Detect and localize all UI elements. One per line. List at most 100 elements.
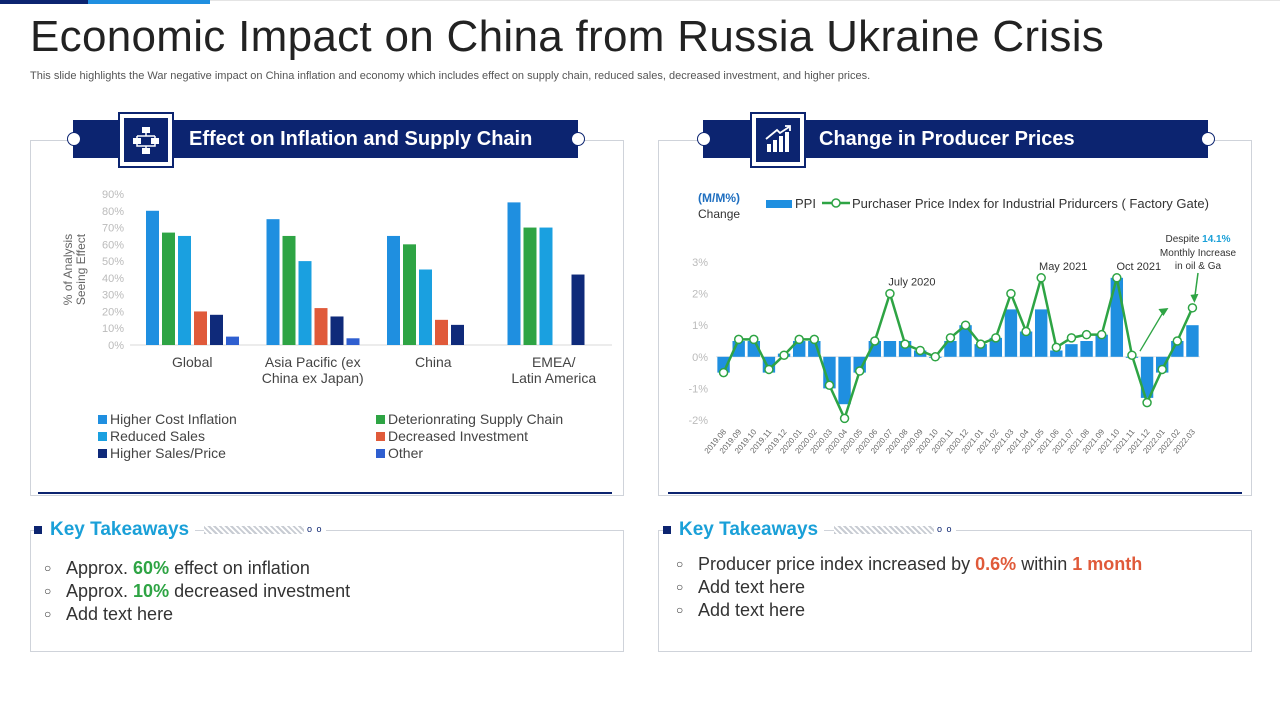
line-point: [749, 334, 759, 345]
right-takeaways-header: Key Takeaways: [663, 519, 825, 541]
callout-text: Despite 14.1%: [1165, 234, 1230, 245]
inflation-icon-box: [118, 112, 174, 168]
legend-swatch: [766, 200, 792, 208]
ppi-bar: [1186, 325, 1199, 357]
peak-annotation: Oct 2021: [1116, 261, 1161, 273]
y-axis-label: Change: [698, 207, 740, 221]
legend-label: Decreased Investment: [388, 428, 528, 444]
line-point: [945, 333, 956, 343]
header-square-icon: [34, 526, 42, 534]
ppi-bar: [1050, 350, 1063, 357]
category-label-line: Latin America: [511, 370, 596, 386]
bar: [146, 210, 159, 345]
callout-line: Despite: [1165, 234, 1202, 245]
y-tick-label: 30%: [102, 290, 124, 302]
category-label-line: Asia Pacific (ex: [265, 354, 361, 370]
category-label: Asia Pacific (ex China ex Japan): [262, 354, 364, 386]
y-tick-label: -2%: [688, 415, 708, 427]
bar: [571, 274, 585, 345]
takeaway-item: Approx. 10% decreased investment: [44, 580, 350, 603]
y-tick-label: 1%: [692, 320, 708, 332]
left-takeaways-list: Approx. 60% effect on inflation Approx. …: [44, 557, 350, 626]
line-point: [900, 339, 910, 349]
bar: [451, 324, 464, 345]
y-axis-label: (M/M%): [698, 191, 740, 205]
y-tick-label: 0%: [692, 352, 708, 364]
line-point: [1112, 273, 1122, 283]
legend-label: Deterionrating Supply Chain: [388, 411, 563, 427]
legend-swatch: [376, 449, 385, 458]
line-point: [915, 345, 925, 356]
bar: [403, 244, 416, 345]
top-accent-bar: [0, 0, 88, 4]
banner-knob: [697, 132, 711, 146]
y-tick-label: 60%: [102, 239, 124, 251]
y-tick-label: 40%: [102, 273, 124, 285]
y-tick-label: 3%: [692, 257, 708, 269]
banner-knob: [67, 132, 81, 146]
y-tick-label: 0%: [108, 340, 124, 352]
y-tick-label: 90%: [102, 189, 124, 201]
line-point: [1172, 336, 1183, 346]
line-point: [779, 350, 789, 360]
bar: [435, 319, 448, 345]
line-point: [809, 334, 820, 345]
bar: [162, 232, 175, 345]
legend-label: Higher Cost Inflation: [110, 411, 237, 427]
line-point: [1036, 273, 1046, 283]
y-axis-label: % of AnalysisSeeing Effect: [61, 233, 88, 305]
legend-swatch: [376, 415, 385, 424]
top-divider: [210, 0, 1280, 1]
takeaways-title: Key Takeaways: [50, 519, 190, 540]
takeaway-item: Approx. 60% effect on inflation: [44, 557, 350, 580]
line-point: [930, 352, 941, 362]
flowchart-icon: [133, 127, 159, 154]
legend-marker: [831, 198, 841, 208]
bar: [346, 338, 360, 345]
category-label: Global: [172, 354, 212, 370]
bar: [314, 308, 328, 345]
line-point: [1006, 288, 1016, 299]
category-label-line: China ex Japan): [262, 370, 364, 386]
bar-chart-up-icon: [765, 125, 791, 152]
legend-label: Other: [388, 445, 423, 461]
callout-highlight: 14.1%: [1202, 234, 1230, 245]
peak-annotation: May 2021: [1039, 261, 1087, 273]
takeaway-item: Add text here: [676, 599, 1142, 622]
decor-hatch: [834, 526, 934, 534]
decor-dots: o o: [304, 524, 326, 534]
legend-label: Higher Sales/Price: [110, 445, 226, 461]
line-point: [1021, 326, 1031, 337]
decor-dots: o o: [934, 524, 956, 534]
bar: [523, 227, 537, 345]
bar: [266, 219, 280, 345]
ppi-bar: [823, 356, 836, 389]
takeaway-item: Add text here: [44, 603, 350, 626]
bar: [539, 227, 553, 345]
ppi-bar: [838, 356, 851, 405]
line-point: [1051, 342, 1062, 353]
peak-annotation: July 2020: [888, 277, 935, 289]
y-tick-label: 70%: [102, 223, 124, 235]
line-point: [960, 320, 971, 330]
line-point: [839, 413, 850, 424]
bar: [507, 202, 521, 345]
line-point: [1081, 329, 1092, 340]
banner-title: Effect on Inflation and Supply Chain: [189, 127, 533, 150]
y-tick-label: 20%: [102, 306, 124, 318]
line-point: [1187, 303, 1198, 313]
line-point: [794, 334, 804, 345]
line-point: [975, 339, 986, 349]
legend-swatch: [98, 415, 107, 424]
bar: [330, 316, 344, 345]
line-point: [870, 336, 880, 346]
y-tick-label: 10%: [102, 323, 124, 335]
panel-underline: [668, 492, 1242, 494]
bar: [210, 314, 223, 345]
legend-label: PPI: [795, 196, 816, 211]
ppi-bar: [989, 337, 1003, 357]
ppi-bar: [944, 341, 957, 357]
producer-prices-panel: [658, 140, 1252, 496]
bar: [419, 269, 432, 345]
decor-hatch: [204, 526, 304, 534]
